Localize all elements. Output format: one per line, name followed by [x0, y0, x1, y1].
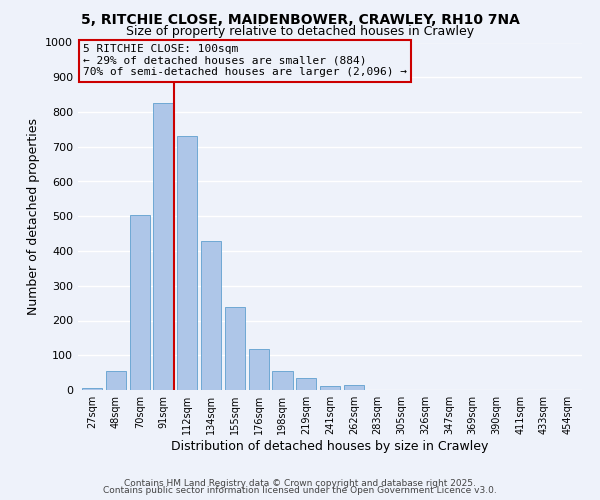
- Bar: [248, 349, 269, 390]
- X-axis label: Distribution of detached houses by size in Crawley: Distribution of detached houses by size …: [172, 440, 488, 453]
- Bar: [154, 104, 173, 390]
- Bar: [177, 136, 197, 390]
- Bar: [296, 378, 316, 390]
- Bar: [82, 388, 103, 390]
- Bar: [130, 214, 150, 390]
- Text: 5, RITCHIE CLOSE, MAIDENBOWER, CRAWLEY, RH10 7NA: 5, RITCHIE CLOSE, MAIDENBOWER, CRAWLEY, …: [80, 12, 520, 26]
- Text: 5 RITCHIE CLOSE: 100sqm
← 29% of detached houses are smaller (884)
70% of semi-d: 5 RITCHIE CLOSE: 100sqm ← 29% of detache…: [83, 44, 407, 78]
- Bar: [320, 386, 340, 390]
- Bar: [344, 385, 364, 390]
- Bar: [201, 240, 221, 390]
- Text: Size of property relative to detached houses in Crawley: Size of property relative to detached ho…: [126, 25, 474, 38]
- Y-axis label: Number of detached properties: Number of detached properties: [26, 118, 40, 315]
- Bar: [225, 306, 245, 390]
- Text: Contains public sector information licensed under the Open Government Licence v3: Contains public sector information licen…: [103, 486, 497, 495]
- Text: Contains HM Land Registry data © Crown copyright and database right 2025.: Contains HM Land Registry data © Crown c…: [124, 478, 476, 488]
- Bar: [106, 371, 126, 390]
- Bar: [272, 371, 293, 390]
